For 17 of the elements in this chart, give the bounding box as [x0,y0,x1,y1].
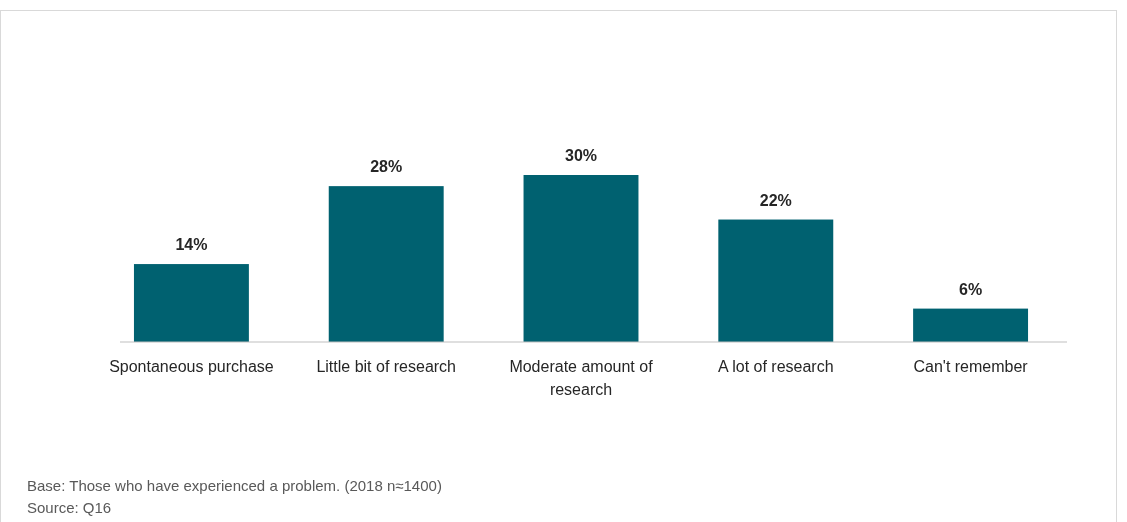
data-label: 6% [959,280,983,298]
bar [328,186,444,342]
x-tick-label: Spontaneous purchase [109,358,274,375]
bar [133,264,249,342]
source-note: Source: Q16 [27,499,112,516]
bar [913,308,1029,342]
text: Base: Those who have experienced a problem. (2018 n≈1400) [27,477,442,494]
bar [523,175,639,342]
x-tick-label: Little bit of research [316,358,457,375]
x-tick-label: A lot of research [717,358,834,375]
x-tick-label: Can't remember [913,358,1029,375]
data-label: 22% [759,191,792,209]
bar [718,219,834,342]
x-tick-label: Moderate amount of research [509,358,654,398]
data-label: 14% [175,236,208,254]
data-label: 28% [370,158,403,176]
data-label: 30% [564,147,598,164]
